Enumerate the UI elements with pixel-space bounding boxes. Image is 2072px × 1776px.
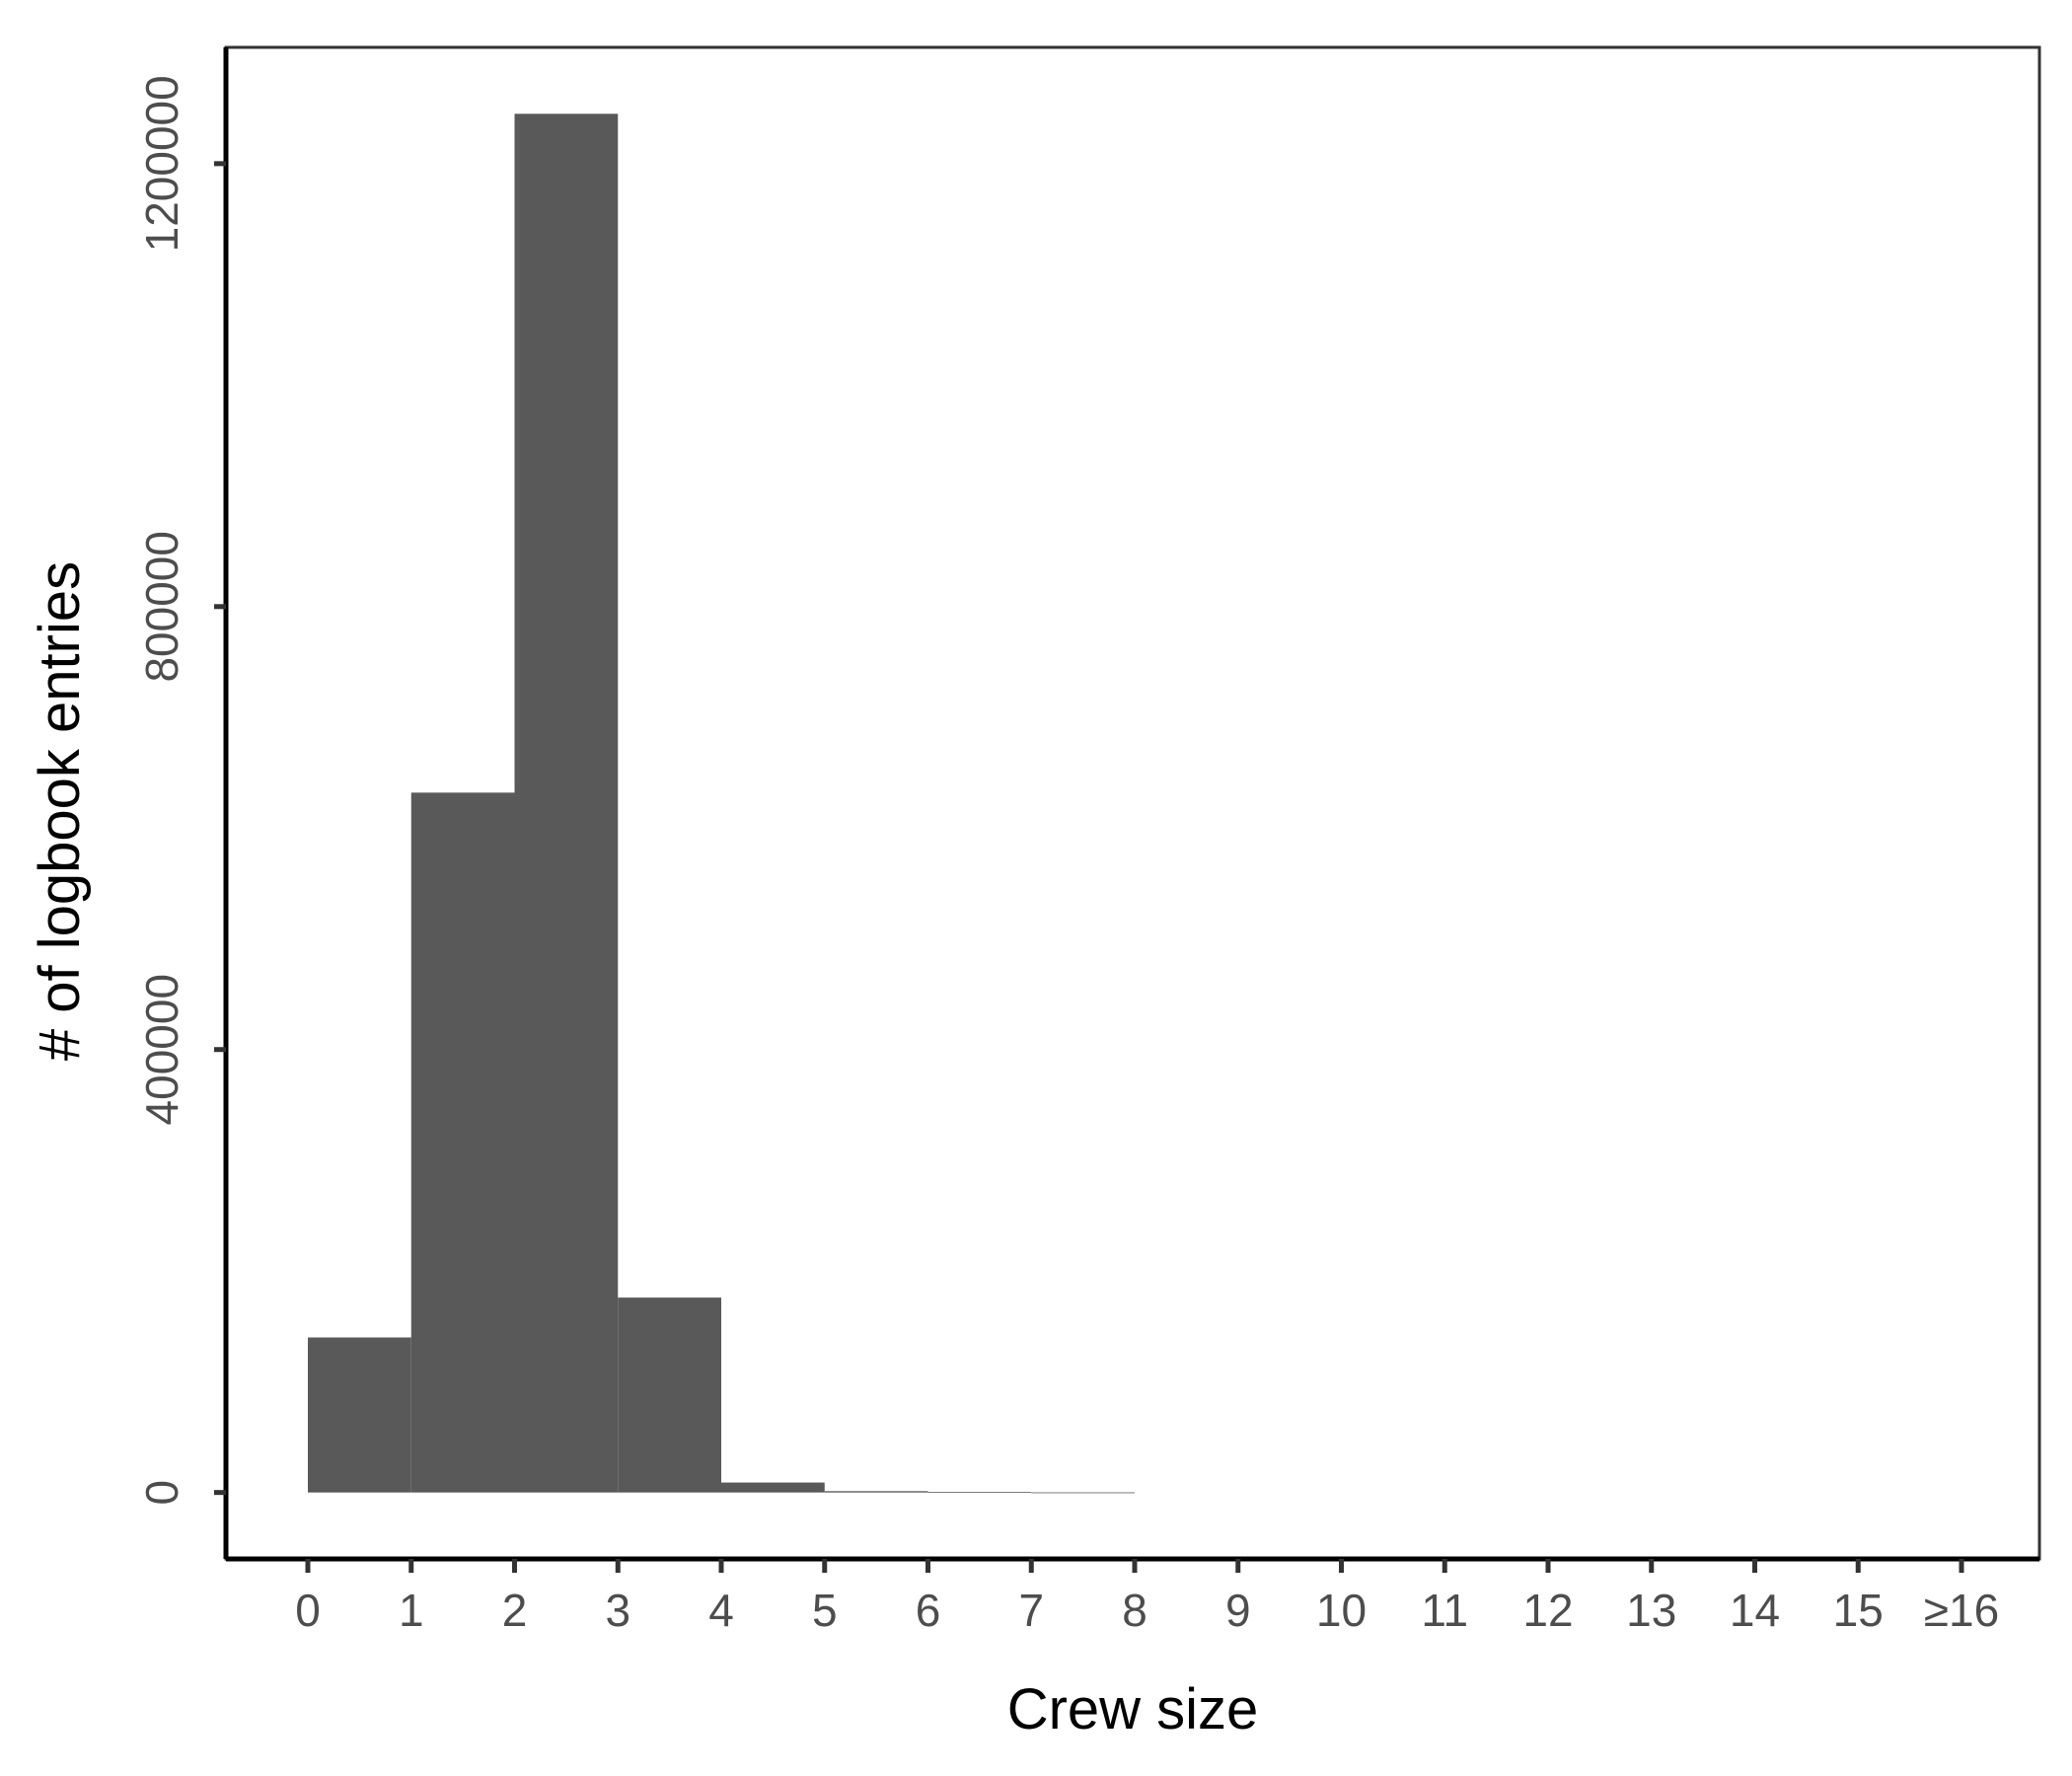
bar-3 [618, 1297, 721, 1493]
bar-7 [1031, 1492, 1135, 1494]
x-tick-label: 10 [1316, 1585, 1367, 1636]
x-tick-label: 15 [1833, 1585, 1884, 1636]
bar-0 [308, 1337, 411, 1493]
x-tick-label: 0 [295, 1585, 321, 1636]
bar-5 [824, 1491, 928, 1493]
x-tick-label: 3 [605, 1585, 630, 1636]
bar-6 [927, 1492, 1032, 1494]
y-tick-label: 400000 [136, 974, 187, 1126]
y-tick-label: 0 [136, 1480, 187, 1506]
x-tick-label: 4 [708, 1585, 734, 1636]
x-tick-label: 11 [1421, 1585, 1468, 1636]
bars-group [308, 113, 1135, 1494]
y-ticks-group: 0 400000 800000 1200000 [136, 75, 226, 1505]
y-axis-title: # of logbook entries [28, 561, 92, 1061]
x-tick-label: 6 [916, 1585, 941, 1636]
x-tick-label: ≥16 [1924, 1585, 1999, 1636]
x-tick-label: 9 [1225, 1585, 1251, 1636]
y-tick-label: 1200000 [136, 75, 187, 252]
y-tick-label: 800000 [136, 531, 187, 683]
x-ticks-group: 0 1 2 3 4 5 6 7 8 9 10 11 12 13 14 15 ≥16 [295, 1559, 1999, 1636]
x-tick-label: 14 [1730, 1585, 1780, 1636]
x-tick-label: 7 [1018, 1585, 1044, 1636]
x-tick-label: 1 [399, 1585, 424, 1636]
x-tick-label: 5 [812, 1585, 838, 1636]
bar-1 [410, 792, 515, 1493]
x-tick-label: 12 [1522, 1585, 1573, 1636]
x-tick-label: 8 [1122, 1585, 1147, 1636]
x-axis-title: Crew size [1007, 1677, 1259, 1741]
x-tick-label: 13 [1626, 1585, 1676, 1636]
x-tick-label: 2 [502, 1585, 528, 1636]
bar-4 [721, 1482, 825, 1493]
bar-2 [514, 113, 619, 1493]
